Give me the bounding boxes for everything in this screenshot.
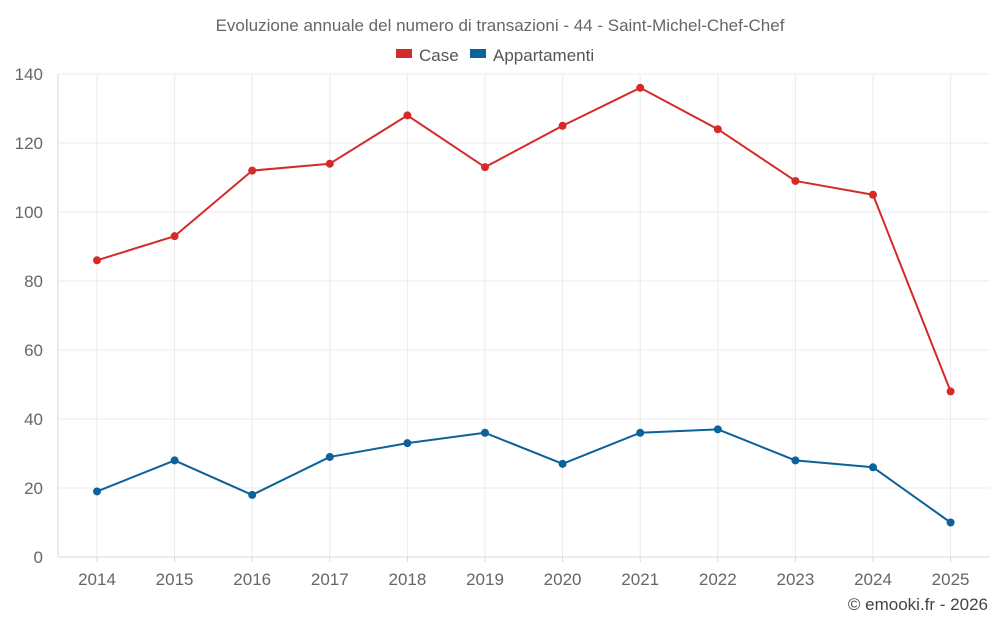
- data-point-appartamenti-2016[interactable]: [248, 490, 257, 499]
- series-line-case: [96, 86, 952, 392]
- credit-text: © emooki.fr - 2026: [848, 595, 988, 614]
- data-point-appartamenti-2024[interactable]: [869, 463, 877, 472]
- data-point-case-2024[interactable]: [869, 190, 877, 199]
- data-point-appartamenti-2017[interactable]: [325, 452, 334, 461]
- data-point-appartamenti-2020[interactable]: [558, 459, 567, 468]
- x-tick-label-2020: 2020: [544, 570, 582, 589]
- x-tick-label-2024: 2024: [854, 570, 892, 589]
- x-tick-label-2019: 2019: [466, 570, 504, 589]
- data-point-appartamenti-2025[interactable]: [946, 518, 955, 527]
- legend: Case Appartamenti: [396, 46, 594, 65]
- data-point-case-2017[interactable]: [325, 159, 334, 168]
- series-case: [93, 83, 955, 396]
- x-tick-label-2025: 2025: [932, 570, 970, 589]
- data-point-case-2018[interactable]: [403, 111, 412, 120]
- y-tick-label-100: 100: [15, 203, 43, 222]
- x-tick-label-2021: 2021: [621, 570, 659, 589]
- data-point-appartamenti-2023[interactable]: [791, 456, 800, 465]
- x-tick-label-2014: 2014: [78, 570, 116, 589]
- data-point-appartamenti-2019[interactable]: [481, 428, 489, 437]
- data-point-appartamenti-2021[interactable]: [636, 428, 645, 437]
- data-point-case-2015[interactable]: [170, 232, 179, 241]
- y-tick-label-120: 120: [15, 134, 43, 153]
- y-tick-label-60: 60: [24, 341, 43, 360]
- y-axis: 0 20 40 60 80 100 120 140: [15, 65, 59, 567]
- x-tick-label-2017: 2017: [311, 570, 349, 589]
- grid: [58, 73, 990, 557]
- legend-label-appartamenti[interactable]: Appartamenti: [493, 46, 594, 65]
- data-point-case-2022[interactable]: [713, 125, 722, 134]
- x-axis: 2014 2015 2016 2017 2018 2019 2020 2021 2022 2023…: [58, 556, 990, 589]
- data-point-appartamenti-2015[interactable]: [170, 456, 179, 465]
- data-point-case-2016[interactable]: [248, 166, 257, 175]
- series-line-appartamenti: [96, 428, 952, 524]
- legend-label-case[interactable]: Case: [419, 46, 459, 65]
- x-tick-label-2018: 2018: [388, 570, 426, 589]
- y-tick-label-20: 20: [24, 479, 43, 498]
- y-tick-label-40: 40: [24, 410, 43, 429]
- legend-swatch-appartamenti[interactable]: [470, 49, 486, 58]
- x-tick-label-2023: 2023: [776, 570, 814, 589]
- x-tick-label-2016: 2016: [233, 570, 271, 589]
- y-tick-label-0: 0: [34, 548, 43, 567]
- data-point-case-2025[interactable]: [946, 387, 955, 396]
- data-point-case-2020[interactable]: [558, 121, 567, 130]
- data-point-case-2014[interactable]: [93, 256, 101, 265]
- y-tick-label-80: 80: [24, 272, 43, 291]
- series-appartamenti: [93, 425, 955, 527]
- data-point-appartamenti-2018[interactable]: [403, 439, 412, 448]
- data-point-case-2023[interactable]: [791, 176, 800, 185]
- data-point-case-2021[interactable]: [636, 83, 645, 92]
- chart-title: Evoluzione annuale del numero di transaz…: [216, 16, 785, 35]
- x-tick-label-2015: 2015: [156, 570, 194, 589]
- data-point-appartamenti-2014[interactable]: [93, 487, 101, 496]
- legend-swatch-case[interactable]: [396, 49, 412, 58]
- y-tick-label-140: 140: [15, 65, 43, 84]
- series-layer: [93, 83, 955, 527]
- x-tick-label-2022: 2022: [699, 570, 737, 589]
- data-point-case-2019[interactable]: [481, 163, 489, 172]
- data-point-appartamenti-2022[interactable]: [713, 425, 722, 434]
